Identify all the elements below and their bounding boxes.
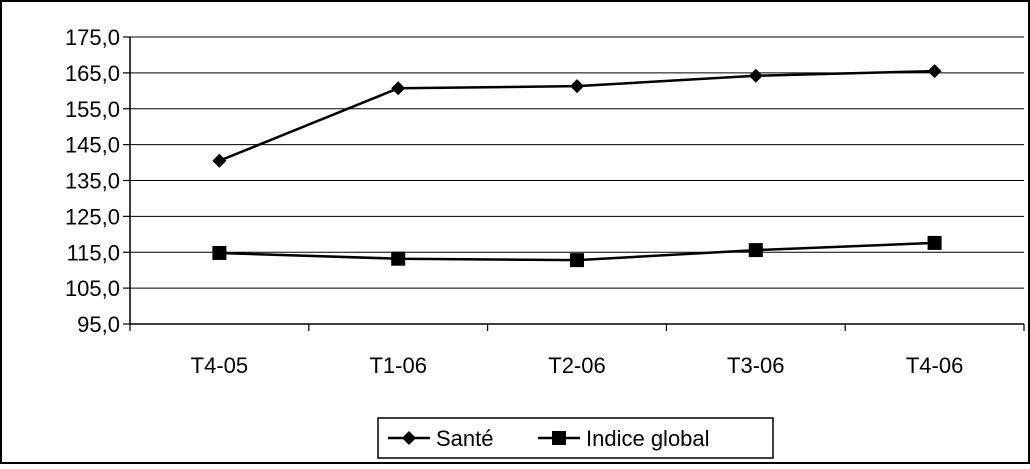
y-tick-label: 165,0	[65, 61, 120, 86]
data-point-indice-global	[391, 251, 406, 266]
data-point-sante	[927, 64, 942, 79]
y-tick-label: 115,0	[67, 240, 120, 265]
gridlines	[130, 36, 1024, 289]
x-tick-label: T3-06	[727, 353, 784, 378]
series-lines	[212, 64, 942, 268]
y-tick-label: 105,0	[65, 276, 120, 301]
x-tick-labels: T4-05 T1-06 T2-06 T3-06 T4-06	[191, 353, 964, 378]
legend-indice-square-marker	[552, 431, 566, 445]
data-point-sante	[212, 153, 227, 168]
y-tick-label: 145,0	[65, 133, 120, 158]
data-point-indice-global	[748, 243, 763, 258]
legend-sante-label: Santé	[436, 426, 494, 451]
y-tick-label: 125,0	[65, 204, 120, 229]
x-tick-label: T1-06	[369, 353, 426, 378]
y-tick-label: 155,0	[65, 97, 120, 122]
data-point-sante	[570, 79, 584, 94]
data-point-indice-global	[570, 253, 584, 268]
data-point-indice-global	[927, 235, 942, 250]
legend-sante-diamond-marker	[402, 431, 416, 445]
y-tick-label: 95,0	[77, 312, 120, 337]
x-tick-label: T4-06	[906, 353, 963, 378]
x-tick-label: T4-05	[191, 353, 248, 378]
data-point-sante	[748, 68, 763, 83]
y-tick-labels: 175,0 165,0 155,0 145,0 135,0 125,0 115,0 105,0…	[65, 25, 120, 337]
y-tick-label: 175,0	[65, 25, 120, 50]
data-point-sante	[391, 81, 406, 96]
y-tick-label: 135,0	[65, 169, 120, 194]
legend: Santé Indice global	[377, 417, 774, 459]
x-tick-label: T2-06	[548, 353, 605, 378]
data-point-indice-global	[212, 245, 227, 260]
axes	[123, 36, 1025, 331]
legend-indice-label: Indice global	[586, 426, 710, 451]
